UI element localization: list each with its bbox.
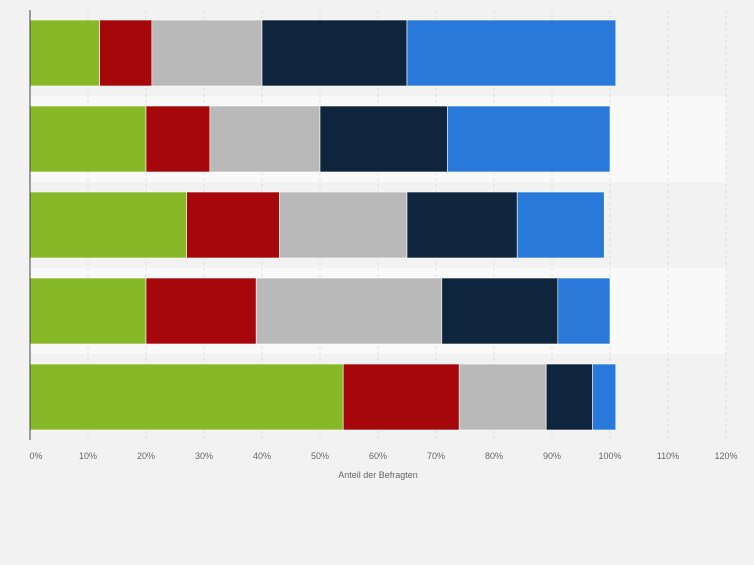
bar-segment[interactable] [557,277,611,345]
bar-segment[interactable] [261,19,408,87]
bar-segment[interactable] [29,363,344,431]
x-tick-label: 30% [195,451,213,461]
bar-segment[interactable] [99,19,153,87]
x-tick-label: 40% [253,451,271,461]
x-tick-label: 120% [714,451,737,461]
x-tick-label: 100% [598,451,621,461]
bar-segment[interactable] [29,19,100,87]
x-tick-label: 60% [369,451,387,461]
bar-segment[interactable] [592,363,617,431]
bar-segment[interactable] [406,191,518,259]
x-axis-title: Anteil der Befragten [338,470,418,480]
bar-segment[interactable] [209,105,321,173]
bar-segment[interactable] [458,363,547,431]
bar-segment[interactable] [145,105,211,173]
x-tick-label: 80% [485,451,503,461]
x-tick-label: 10% [79,451,97,461]
bar-segment[interactable] [29,105,147,173]
bar-segment[interactable] [255,277,443,345]
bar-segment[interactable] [29,191,187,259]
bar-segment[interactable] [29,277,147,345]
x-tick-label: 50% [311,451,329,461]
bar-segment[interactable] [516,191,605,259]
x-tick-label: 90% [543,451,561,461]
bar-segment[interactable] [151,19,263,87]
bar-segment[interactable] [441,277,559,345]
bar-segment[interactable] [342,363,460,431]
bar-segment[interactable] [447,105,611,173]
bar-segment[interactable] [319,105,448,173]
x-tick-label: 70% [427,451,445,461]
x-tick-label: 110% [657,451,679,461]
bar-segment[interactable] [406,19,617,87]
bar-segment[interactable] [186,191,280,259]
bar-segment[interactable] [279,191,408,259]
x-tick-label: 0% [29,451,42,461]
x-tick-label: 20% [137,451,155,461]
bar-segment[interactable] [145,277,257,345]
bar-segment[interactable] [545,363,593,431]
